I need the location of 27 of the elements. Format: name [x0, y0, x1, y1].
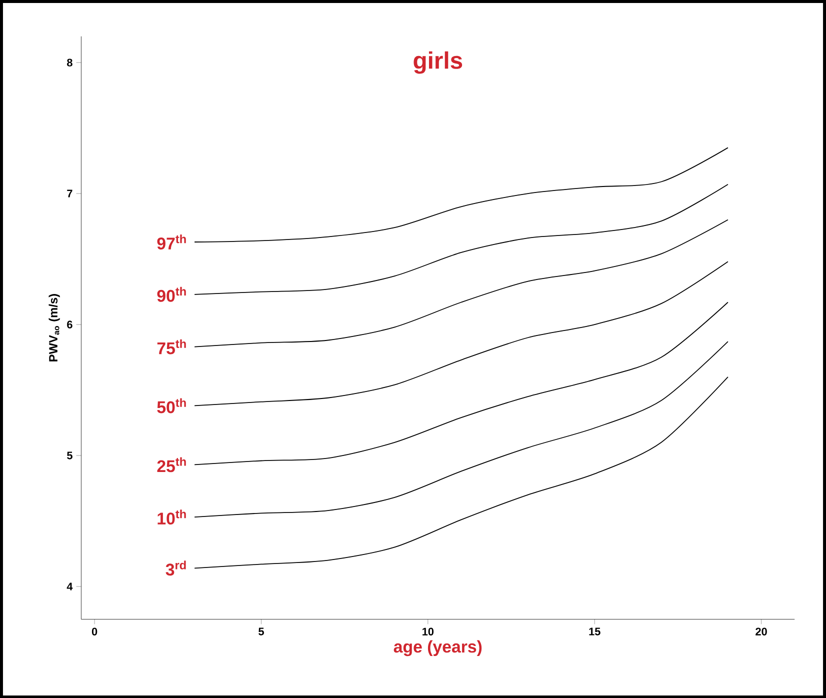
series-label: 10$^{th}$ — [158, 509, 186, 524]
line-series — [194, 302, 728, 465]
line-series — [194, 260, 728, 406]
x-axis-title: age (years) — [394, 640, 482, 656]
series-label: 3$^{rd}$ — [166, 560, 186, 576]
x-tick-label: 0 — [92, 628, 98, 636]
series-label: 90$^{th}$ — [157, 286, 186, 302]
y-tick-label: 4 — [66, 582, 73, 590]
series-label: 75$^{th}$ — [157, 339, 186, 354]
y-tick-label: 5 — [67, 451, 72, 460]
x-tick-label: 5 — [258, 628, 264, 636]
x-tick-label: 10 — [422, 628, 434, 636]
y-axis-title: PWV$_{ao}$ (m/s) — [48, 294, 60, 362]
y-tick-label: 6 — [67, 320, 72, 328]
line-series — [194, 219, 728, 348]
x-tick-label: 15 — [589, 628, 600, 636]
line-series — [194, 376, 728, 568]
x-tick-label: 20 — [756, 628, 767, 636]
line-series — [194, 147, 728, 242]
y-tick-label: 7 — [67, 190, 72, 198]
text: girls — [414, 51, 462, 74]
series-label: 50$^{th}$ — [157, 398, 186, 413]
line-series — [194, 184, 728, 295]
series-label: 25$^{th}$ — [157, 456, 186, 472]
series-label: 97$^{th}$ — [157, 234, 186, 250]
y-tick-label: 8 — [67, 58, 72, 66]
line-series — [194, 340, 728, 518]
